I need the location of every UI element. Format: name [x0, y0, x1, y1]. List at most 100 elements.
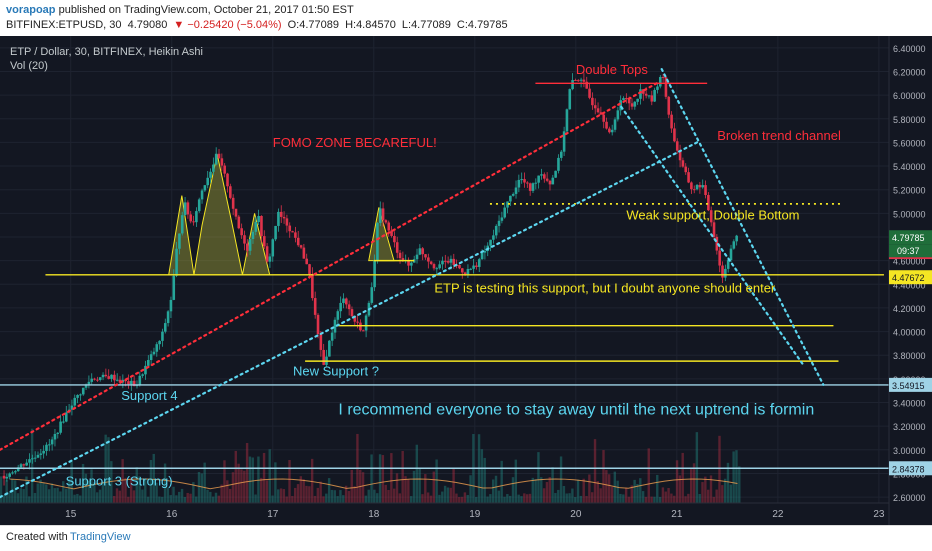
volume-bar	[395, 473, 399, 503]
candle-body	[613, 119, 617, 130]
author-link[interactable]: vorapoap	[6, 4, 56, 16]
candle-body	[729, 248, 733, 261]
candle-body	[678, 150, 682, 161]
candle-body	[543, 174, 546, 179]
volume-bar	[296, 484, 300, 503]
candle-body	[8, 473, 11, 477]
volume-bar	[135, 467, 138, 503]
candle-body	[673, 128, 676, 142]
candle-body	[16, 467, 20, 472]
volume-bar	[260, 477, 263, 503]
price-chart[interactable]: Double Tops FOMO ZONE BECAREFUL! Broken tr…	[0, 36, 932, 525]
candle-body	[596, 108, 600, 113]
y-tick-label: 3.80000	[893, 351, 926, 361]
candle-body	[138, 375, 142, 385]
volume-bar	[42, 482, 45, 503]
candle-body	[169, 299, 173, 312]
volume-bar	[605, 470, 608, 503]
candle-body	[494, 225, 498, 236]
volume-bar	[469, 475, 472, 503]
x-tick-label: 16	[166, 509, 178, 520]
candle-body	[14, 471, 17, 473]
candle-body	[551, 177, 555, 185]
candle-body	[45, 444, 48, 451]
candle-body	[472, 265, 475, 269]
candle-body	[562, 131, 566, 152]
candle-body	[192, 221, 195, 223]
volume-bar	[735, 450, 738, 503]
annotation-text: Broken trend channel	[717, 128, 841, 143]
volume-bar	[599, 488, 602, 503]
candle-body	[642, 89, 645, 94]
volume-bar	[678, 475, 682, 503]
candle-body	[166, 311, 170, 324]
volume-bar	[223, 460, 226, 503]
volume-bar	[721, 485, 724, 503]
volume-bar	[704, 476, 707, 503]
volume-bar	[19, 488, 23, 503]
volume-bar	[33, 492, 37, 503]
candle-body	[364, 315, 368, 331]
candle-body	[268, 256, 272, 262]
volume-bar	[163, 463, 167, 503]
candle-body	[667, 96, 671, 115]
volume-bar	[316, 487, 320, 503]
candle-body	[217, 153, 221, 159]
volume-bar	[64, 488, 68, 503]
volume-bar	[378, 454, 382, 503]
candle-body	[610, 129, 614, 133]
volume-bar	[268, 449, 271, 503]
candle-body	[449, 258, 453, 263]
volume-bar	[228, 488, 232, 503]
volume-bar	[291, 495, 294, 503]
head-shoulders-pattern	[168, 154, 271, 276]
candle-body	[480, 252, 484, 260]
candle-body	[698, 184, 702, 188]
volume-bars	[0, 428, 741, 503]
volume-bar	[226, 480, 229, 503]
tradingview-logo[interactable]: TradingView	[70, 531, 131, 543]
volume-bar	[265, 480, 269, 503]
candle-body	[73, 397, 77, 406]
candle-body	[540, 174, 543, 176]
volume-bar	[494, 475, 498, 503]
volume-bar	[302, 479, 305, 503]
candle-body	[681, 160, 685, 167]
candle-body	[246, 243, 249, 251]
volume-bar	[726, 462, 730, 503]
volume-bar	[511, 477, 515, 503]
candle-body	[316, 314, 320, 335]
volume-bar	[602, 450, 605, 503]
volume-bar	[449, 487, 452, 503]
volume-bar	[520, 496, 523, 503]
candle-body	[127, 381, 130, 385]
candle-body	[31, 458, 34, 460]
candle-body	[144, 365, 147, 375]
price-tag-text: 3.54915	[892, 381, 925, 391]
candle-body	[684, 166, 688, 173]
volume-bar	[540, 477, 543, 503]
volume-bar	[568, 493, 571, 503]
candle-body	[571, 79, 574, 90]
volume-bar	[622, 494, 625, 503]
chart-panel[interactable]: Double Tops FOMO ZONE BECAREFUL! Broken tr…	[0, 36, 932, 525]
volume-bar	[641, 491, 645, 503]
candle-body	[178, 233, 181, 249]
time-axis[interactable]	[0, 503, 889, 525]
volume-bar	[412, 470, 416, 503]
volume-bar	[330, 489, 334, 503]
volume-bar	[214, 492, 218, 503]
candle-body	[622, 98, 625, 101]
candle-body	[687, 172, 690, 183]
volume-bar	[115, 488, 119, 503]
volume-bar	[138, 476, 141, 503]
volume-bar	[271, 495, 274, 503]
volume-bar	[293, 487, 297, 503]
volume-bar	[684, 496, 687, 503]
candle-body	[523, 179, 526, 183]
volume-bar	[274, 462, 277, 503]
volume-bar	[562, 486, 566, 503]
volume-bar	[633, 479, 636, 503]
candle-body	[59, 421, 62, 433]
trend-line	[620, 105, 805, 366]
